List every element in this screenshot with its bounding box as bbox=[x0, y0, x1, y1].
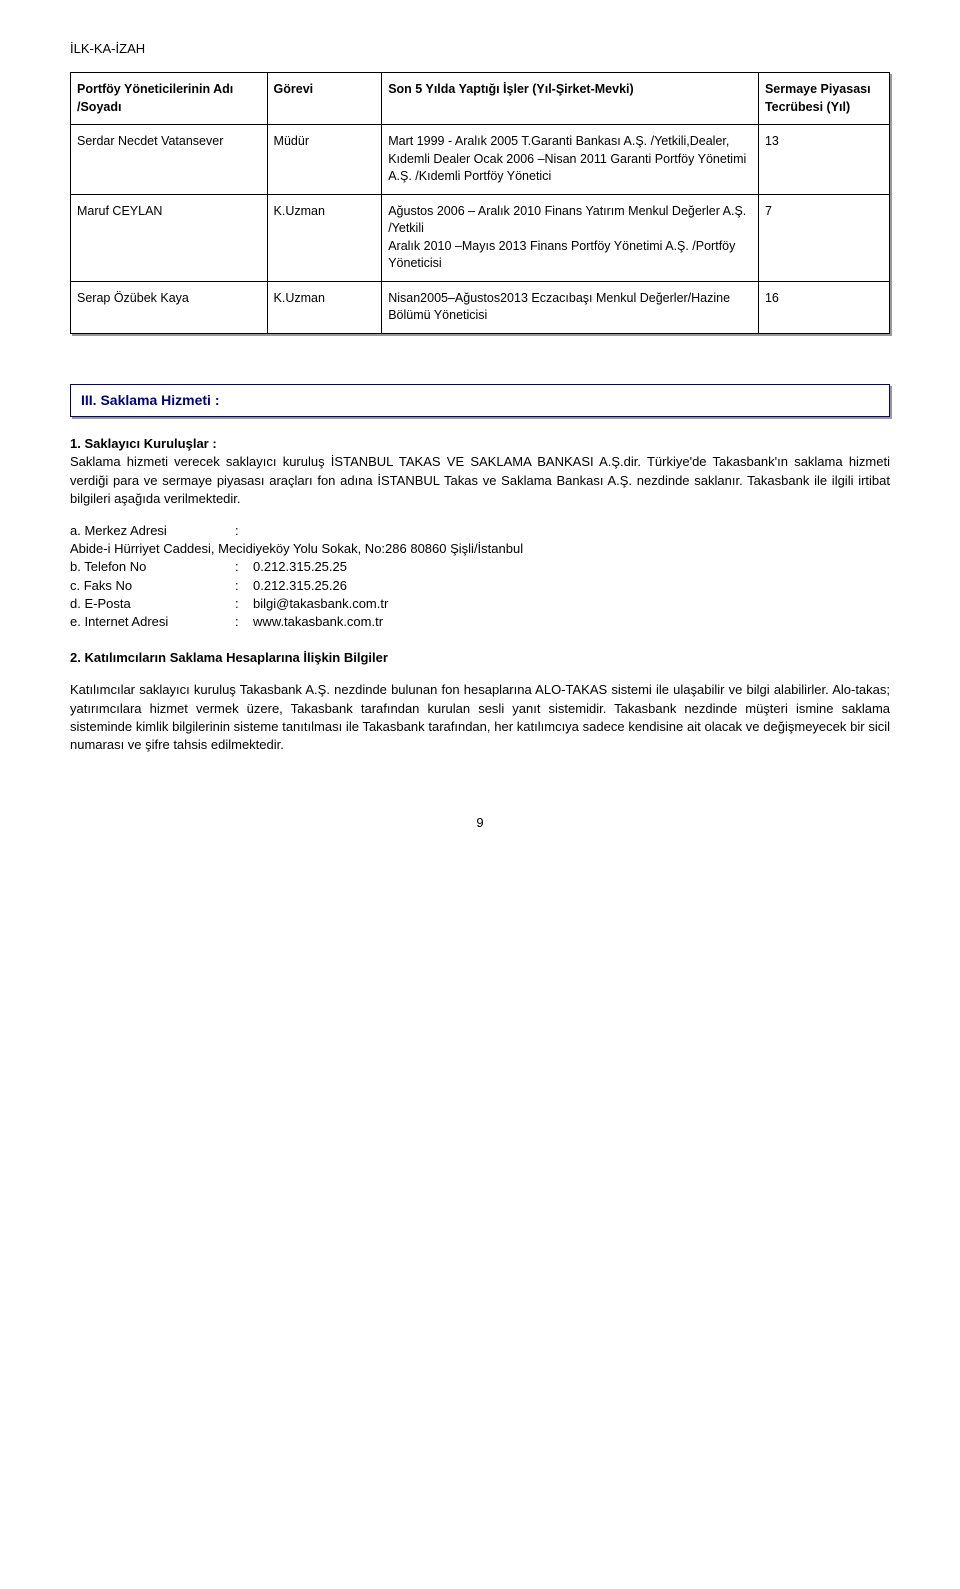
subsection-2-title: 2. Katılımcıların Saklama Hesaplarına İl… bbox=[70, 650, 388, 665]
contact-label-email: d. E-Posta bbox=[70, 595, 235, 613]
subsection-1-title: 1. Saklayıcı Kuruluşlar : bbox=[70, 436, 217, 451]
col-header-experience: Sermaye Piyasası Tecrübesi (Yıl) bbox=[758, 73, 889, 125]
cell-role: K.Uzman bbox=[267, 281, 382, 333]
contact-value-address bbox=[253, 522, 890, 540]
contact-label-address: a. Merkez Adresi bbox=[70, 522, 235, 540]
subsection-1-body: Saklama hizmeti verecek saklayıcı kurulu… bbox=[70, 454, 890, 505]
table-header-row: Portföy Yöneticilerinin Adı /Soyadı Göre… bbox=[71, 73, 890, 125]
contact-value-internet: www.takasbank.com.tr bbox=[253, 613, 890, 631]
col-header-name: Portföy Yöneticilerinin Adı /Soyadı bbox=[71, 73, 268, 125]
cell-role: K.Uzman bbox=[267, 194, 382, 281]
cell-name: Serdar Necdet Vatansever bbox=[71, 125, 268, 195]
table-row: Serap Özübek Kaya K.Uzman Nisan2005–Ağus… bbox=[71, 281, 890, 333]
cell-jobs: Nisan2005–Ağustos2013 Eczacıbaşı Menkul … bbox=[382, 281, 759, 333]
jobs-text: Ağustos 2006 – Aralık 2010 Finans Yatırı… bbox=[388, 204, 746, 271]
subsection-2-body: Katılımcılar saklayıcı kuruluş Takasbank… bbox=[70, 681, 890, 754]
cell-jobs: Mart 1999 - Aralık 2005 T.Garanti Bankas… bbox=[382, 125, 759, 195]
cell-jobs: Ağustos 2006 – Aralık 2010 Finans Yatırı… bbox=[382, 194, 759, 281]
table-row: Serdar Necdet Vatansever Müdür Mart 1999… bbox=[71, 125, 890, 195]
contact-value-phone: 0.212.315.25.25 bbox=[253, 558, 890, 576]
separator: : bbox=[235, 613, 253, 631]
table-row: Maruf CEYLAN K.Uzman Ağustos 2006 – Aral… bbox=[71, 194, 890, 281]
col-header-role: Görevi bbox=[267, 73, 382, 125]
separator: : bbox=[235, 522, 253, 540]
separator: : bbox=[235, 577, 253, 595]
jobs-text: Nisan2005–Ağustos2013 Eczacıbaşı Menkul … bbox=[388, 291, 730, 323]
cell-experience: 7 bbox=[758, 194, 889, 281]
separator: : bbox=[235, 595, 253, 613]
cell-experience: 16 bbox=[758, 281, 889, 333]
col-header-jobs: Son 5 Yılda Yaptığı İşler (Yıl-Şirket-Me… bbox=[382, 73, 759, 125]
jobs-text: Mart 1999 - Aralık 2005 T.Garanti Bankas… bbox=[388, 134, 746, 183]
document-header: İLK-KA-İZAH bbox=[70, 40, 890, 58]
separator: : bbox=[235, 558, 253, 576]
contact-value-address-line: Abide-i Hürriyet Caddesi, Mecidiyeköy Yo… bbox=[70, 540, 890, 558]
contact-label-internet: e. Internet Adresi bbox=[70, 613, 235, 631]
cell-role: Müdür bbox=[267, 125, 382, 195]
cell-name: Maruf CEYLAN bbox=[71, 194, 268, 281]
contact-block: a. Merkez Adresi : Abide-i Hürriyet Cadd… bbox=[70, 522, 890, 631]
section-title-box: III. Saklama Hizmeti : bbox=[70, 384, 890, 418]
contact-label-fax: c. Faks No bbox=[70, 577, 235, 595]
cell-name: Serap Özübek Kaya bbox=[71, 281, 268, 333]
portfolio-managers-table: Portföy Yöneticilerinin Adı /Soyadı Göre… bbox=[70, 72, 890, 334]
cell-experience: 13 bbox=[758, 125, 889, 195]
contact-label-phone: b. Telefon No bbox=[70, 558, 235, 576]
page-number: 9 bbox=[70, 814, 890, 832]
contact-value-fax: 0.212.315.25.26 bbox=[253, 577, 890, 595]
contact-value-email: bilgi@takasbank.com.tr bbox=[253, 595, 890, 613]
